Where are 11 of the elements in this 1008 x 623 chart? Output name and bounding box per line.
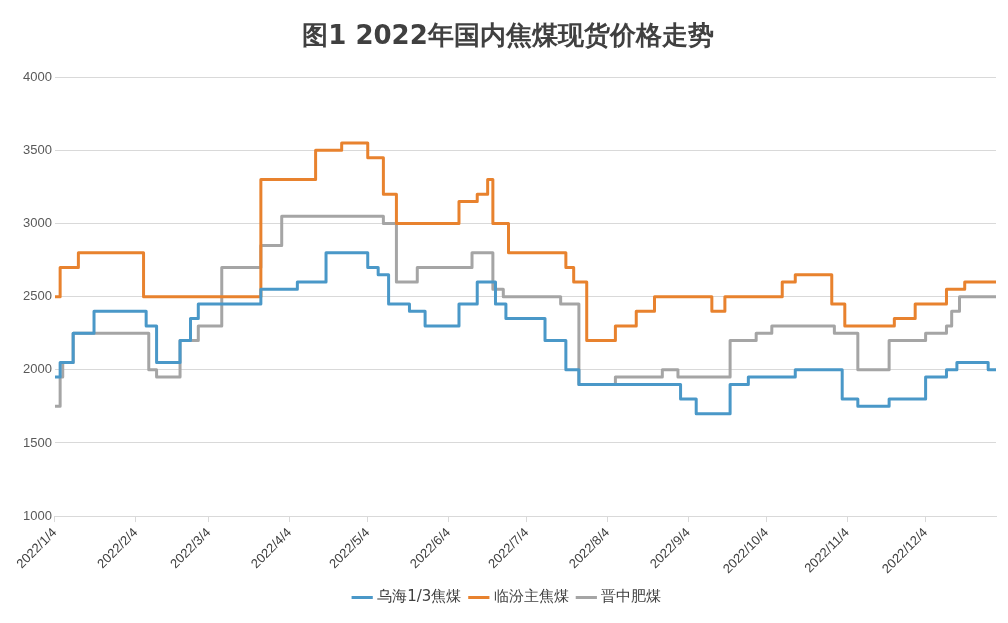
y-tick-label: 1500 bbox=[23, 434, 52, 450]
chart-title: 图1 2022年国内焦煤现货价格走势 bbox=[302, 20, 714, 51]
legend-label: 乌海1/3焦煤 bbox=[377, 587, 462, 606]
y-tick-label: 3500 bbox=[23, 141, 52, 157]
y-tick-label: 4000 bbox=[23, 68, 52, 84]
y-tick-label: 2500 bbox=[23, 288, 52, 304]
y-tick-label: 1000 bbox=[23, 507, 52, 523]
y-tick-label: 2000 bbox=[23, 361, 52, 377]
y-tick-label: 3000 bbox=[23, 215, 52, 231]
legend-label: 晋中肥煤 bbox=[601, 587, 662, 606]
legend-label: 临汾主焦煤 bbox=[493, 587, 569, 606]
